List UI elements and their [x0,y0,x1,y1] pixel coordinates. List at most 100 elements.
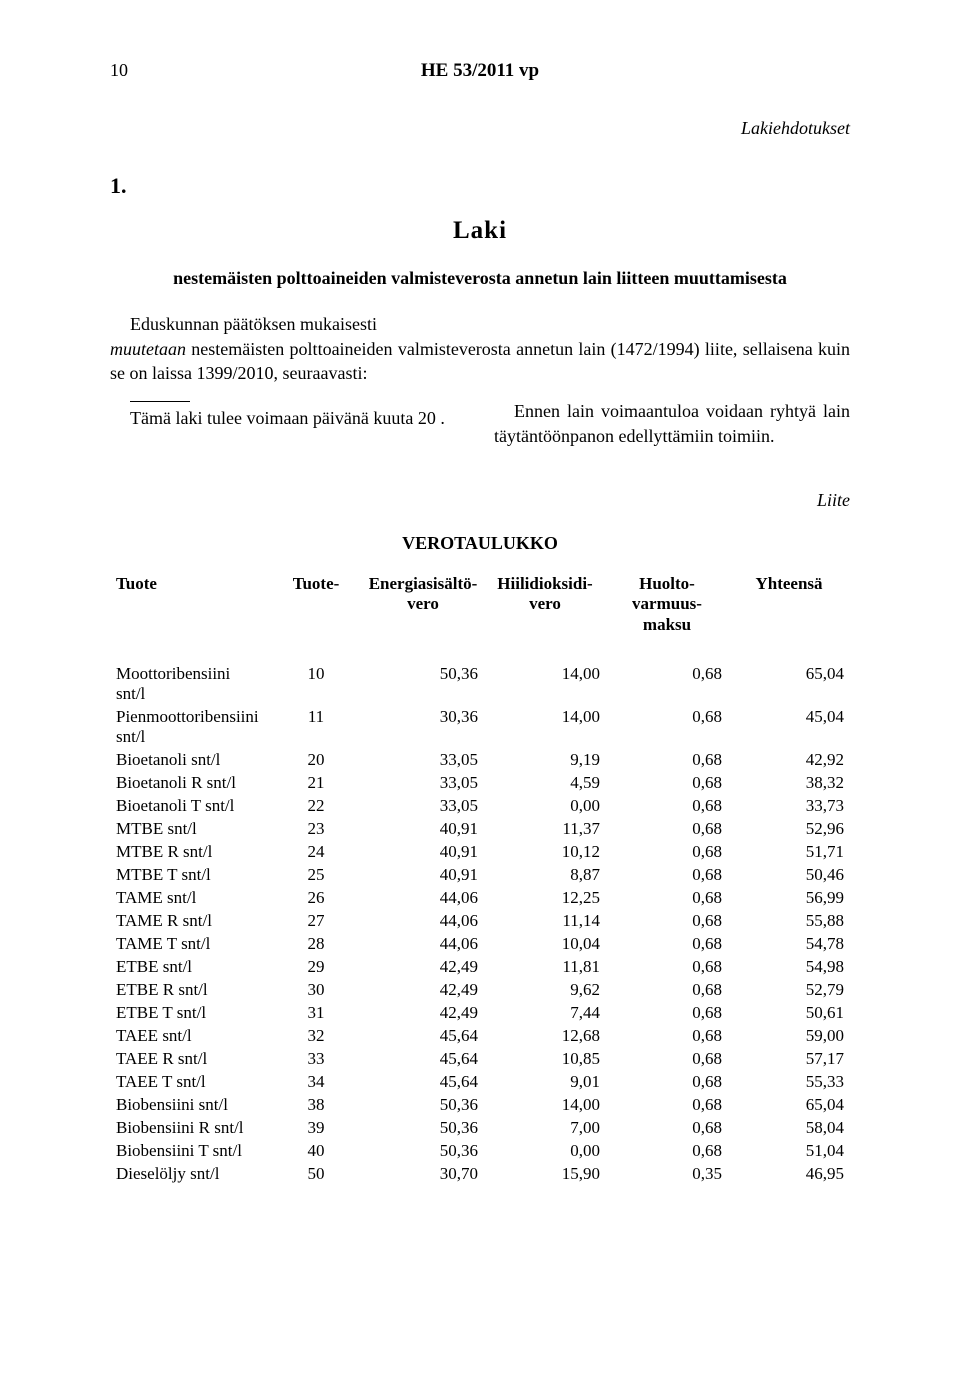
cell-label: MTBE R snt/l [110,840,270,863]
table-head: Tuote Tuote- Energiasisältö- vero Hiilid… [110,572,850,649]
table-row: Biobensiini snt/l3850,3614,000,6865,04 [110,1093,850,1116]
cell-yhteensa: 42,92 [728,748,850,771]
cell-energia: 33,05 [362,748,484,771]
header-energia: Energiasisältö- vero [362,572,484,649]
cell-huolto: 0,68 [606,771,728,794]
page-number: 10 [110,60,128,81]
table-row: MTBE R snt/l2440,9110,120,6851,71 [110,840,850,863]
cell-energia: 30,70 [362,1162,484,1185]
cell-huolto: 0,68 [606,1001,728,1024]
cell-energia: 50,36 [362,662,484,705]
cell-hiili: 0,00 [484,794,606,817]
header-huolto: Huolto- varmuus- maksu [606,572,728,649]
cell-yhteensa: 52,79 [728,978,850,1001]
table-row: TAME snt/l2644,0612,250,6856,99 [110,886,850,909]
cell-group: 21 [270,771,362,794]
table-row: ETBE snt/l2942,4911,810,6854,98 [110,955,850,978]
cell-yhteensa: 51,71 [728,840,850,863]
cell-label: TAEE snt/l [110,1024,270,1047]
cell-hiili: 4,59 [484,771,606,794]
cell-hiili: 8,87 [484,863,606,886]
cell-group: 31 [270,1001,362,1024]
table-row: Dieselöljy snt/l5030,7015,900,3546,95 [110,1162,850,1185]
cell-group: 25 [270,863,362,886]
table-row: Moottoribensiinisnt/l1050,3614,000,6865,… [110,662,850,705]
preamble: Eduskunnan päätöksen mukaisesti muutetaa… [110,312,850,385]
cell-hiili: 9,01 [484,1070,606,1093]
tax-table: Tuote Tuote- Energiasisältö- vero Hiilid… [110,572,850,1185]
cell-huolto: 0,35 [606,1162,728,1185]
cell-yhteensa: 54,98 [728,955,850,978]
cell-yhteensa: 54,78 [728,932,850,955]
cell-yhteensa: 65,04 [728,1093,850,1116]
cell-label: Moottoribensiinisnt/l [110,662,270,705]
cell-group: 39 [270,1116,362,1139]
cell-yhteensa: 55,33 [728,1070,850,1093]
cell-label: Biobensiini T snt/l [110,1139,270,1162]
cell-group: 34 [270,1070,362,1093]
preamble-part1: Eduskunnan päätöksen mukaisesti [130,314,377,334]
cell-huolto: 0,68 [606,955,728,978]
cell-hiili: 12,25 [484,886,606,909]
cell-group: 11 [270,705,362,748]
cell-yhteensa: 55,88 [728,909,850,932]
cell-hiili: 7,44 [484,1001,606,1024]
cell-energia: 42,49 [362,955,484,978]
cell-energia: 30,36 [362,705,484,748]
cell-huolto: 0,68 [606,1047,728,1070]
cell-energia: 45,64 [362,1047,484,1070]
cell-label: Biobensiini R snt/l [110,1116,270,1139]
cell-huolto: 0,68 [606,748,728,771]
header-row: Tuote Tuote- Energiasisältö- vero Hiilid… [110,572,850,649]
table-row: ETBE T snt/l3142,497,440,6850,61 [110,1001,850,1024]
cell-yhteensa: 50,61 [728,1001,850,1024]
cell-huolto: 0,68 [606,1024,728,1047]
cell-hiili: 9,19 [484,748,606,771]
cell-huolto: 0,68 [606,840,728,863]
table-row: TAEE snt/l3245,6412,680,6859,00 [110,1024,850,1047]
cell-huolto: 0,68 [606,1139,728,1162]
cell-huolto: 0,68 [606,1070,728,1093]
cell-huolto: 0,68 [606,863,728,886]
cell-hiili: 14,00 [484,1093,606,1116]
cell-hiili: 14,00 [484,705,606,748]
cell-energia: 42,49 [362,1001,484,1024]
cell-huolto: 0,68 [606,886,728,909]
table-row: MTBE T snt/l2540,918,870,6850,46 [110,863,850,886]
two-column-block: Tämä laki tulee voimaan päivänä kuuta 20… [110,399,850,448]
rule-line [130,401,190,402]
cell-label: TAME R snt/l [110,909,270,932]
preamble-italic: muutetaan [110,339,186,359]
law-title: nestemäisten polttoaineiden valmistevero… [110,267,850,290]
cell-energia: 40,91 [362,817,484,840]
table-title: VEROTAULUKKO [110,533,850,554]
cell-hiili: 14,00 [484,662,606,705]
cell-group: 28 [270,932,362,955]
cell-label: MTBE T snt/l [110,863,270,886]
cell-energia: 33,05 [362,794,484,817]
table-row: Biobensiini R snt/l3950,367,000,6858,04 [110,1116,850,1139]
cell-group: 29 [270,955,362,978]
table-row: MTBE snt/l2340,9111,370,6852,96 [110,817,850,840]
cell-huolto: 0,68 [606,932,728,955]
table-row: TAEE R snt/l3345,6410,850,6857,17 [110,1047,850,1070]
table-body: Moottoribensiinisnt/l1050,3614,000,6865,… [110,649,850,1185]
cell-huolto: 0,68 [606,817,728,840]
cell-label: ETBE snt/l [110,955,270,978]
cell-group: 10 [270,662,362,705]
cell-yhteensa: 56,99 [728,886,850,909]
cell-label: Dieselöljy snt/l [110,1162,270,1185]
header-tuoteryhma: Tuote- [270,572,362,649]
cell-label: Bioetanoli snt/l [110,748,270,771]
table-row: TAEE T snt/l3445,649,010,6855,33 [110,1070,850,1093]
cell-label: ETBE R snt/l [110,978,270,1001]
cell-label: Bioetanoli T snt/l [110,794,270,817]
preamble-part2: nestemäisten polttoaineiden valmistevero… [110,339,850,383]
cell-hiili: 0,00 [484,1139,606,1162]
cell-energia: 42,49 [362,978,484,1001]
cell-energia: 45,64 [362,1024,484,1047]
cell-huolto: 0,68 [606,662,728,705]
cell-label: MTBE snt/l [110,817,270,840]
header-hiili: Hiilidioksidi- vero [484,572,606,649]
cell-huolto: 0,68 [606,794,728,817]
